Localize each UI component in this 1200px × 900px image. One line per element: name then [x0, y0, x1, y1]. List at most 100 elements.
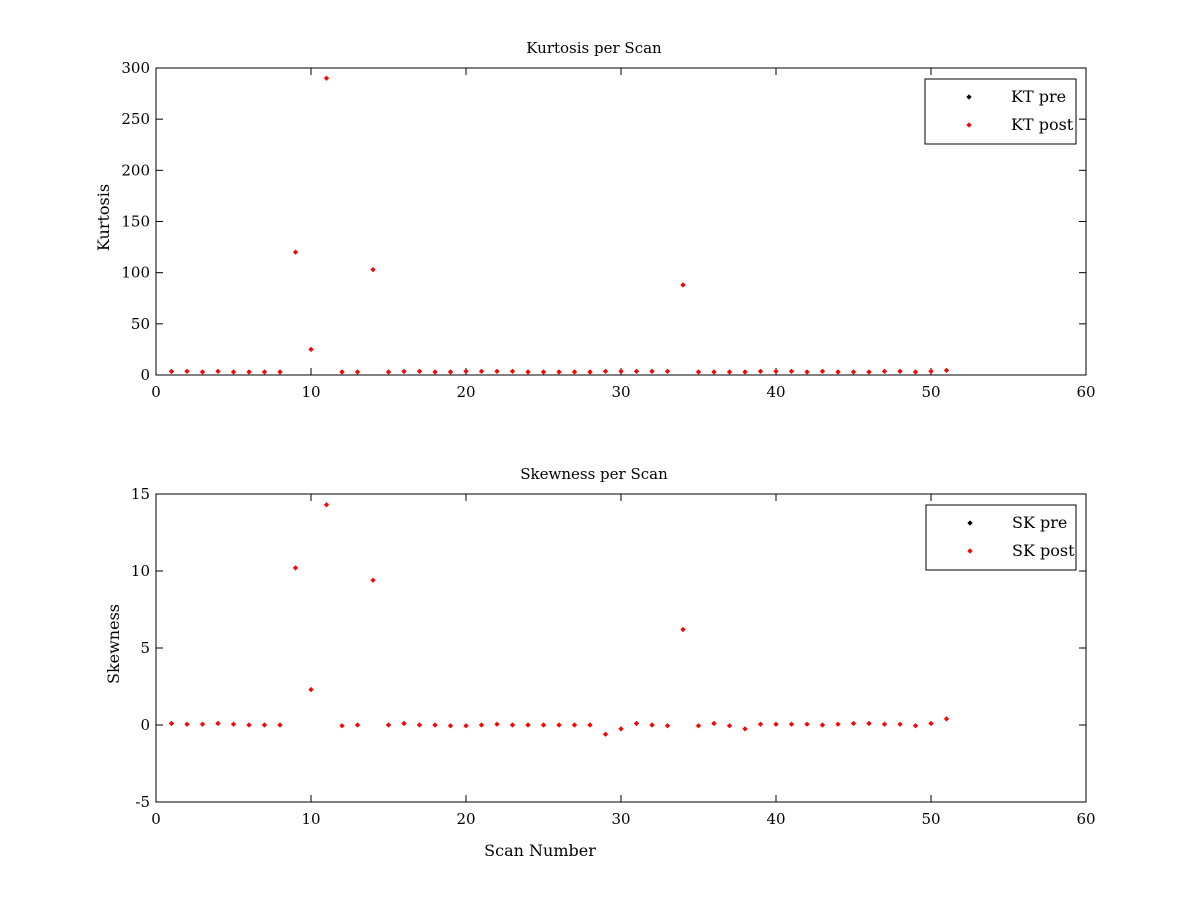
x-tick-label: 10: [301, 810, 320, 828]
data-point: [633, 368, 640, 375]
x-axis-label: Scan Number: [484, 841, 596, 860]
data-point: [835, 369, 841, 375]
data-point: [742, 369, 748, 375]
x-tick-label: 60: [1076, 810, 1095, 828]
data-point: [401, 720, 407, 727]
data-point: [385, 369, 392, 375]
data-point: [261, 722, 268, 728]
data-point: [540, 722, 547, 728]
data-point: [773, 721, 779, 727]
data-point: [292, 565, 299, 571]
legend-box: [924, 78, 1077, 145]
y-tick-label: 250: [121, 110, 150, 128]
data-point: [354, 722, 361, 728]
x-tick-label: 0: [151, 383, 161, 401]
data-point: [246, 722, 252, 728]
data-point: [168, 720, 175, 727]
y-tick-label: -5: [135, 793, 150, 811]
data-point: [680, 282, 686, 288]
data-point: [649, 722, 655, 728]
x-tick-label: 40: [766, 810, 785, 828]
data-point: [881, 368, 888, 375]
data-point: [866, 369, 872, 375]
y-tick-label: 10: [131, 562, 150, 580]
y-tick-label: 50: [131, 315, 150, 333]
legend-marker: [967, 548, 973, 554]
data-point: [370, 577, 376, 583]
data-point: [525, 369, 531, 375]
data-point: [416, 368, 423, 375]
legend-marker: [966, 94, 972, 100]
y-tick-label: 15: [131, 485, 150, 503]
data-point: [711, 720, 717, 727]
data-point: [819, 722, 826, 728]
data-point: [788, 368, 795, 375]
x-tick-label: 0: [151, 810, 161, 828]
data-point: [649, 368, 655, 375]
data-point: [633, 720, 640, 727]
data-point: [835, 721, 841, 727]
x-tick-label: 30: [611, 810, 630, 828]
y-tick-label: 0: [140, 716, 150, 734]
data-point: [695, 369, 702, 375]
data-point: [804, 721, 810, 727]
data-point: [463, 723, 469, 729]
data-point: [897, 721, 903, 727]
data-point: [819, 368, 826, 375]
data-point: [866, 720, 872, 727]
data-point: [556, 722, 562, 728]
y-axis-label: Skewness: [104, 604, 123, 684]
data-point: [742, 726, 748, 732]
data-point: [571, 369, 578, 375]
data-point: [928, 720, 934, 727]
chart-title: Skewness per Scan: [520, 465, 668, 483]
data-point: [618, 726, 624, 732]
data-point: [463, 368, 469, 375]
x-tick-label: 60: [1076, 383, 1095, 401]
data-point: [230, 721, 237, 727]
x-tick-label: 10: [301, 383, 320, 401]
data-point: [401, 368, 407, 375]
data-point: [246, 369, 252, 375]
data-point: [680, 626, 686, 633]
y-tick-label: 200: [121, 161, 150, 179]
data-point: [509, 722, 516, 728]
y-tick-label: 0: [140, 366, 150, 384]
x-tick-label: 50: [921, 810, 940, 828]
data-point: [943, 367, 950, 374]
data-point: [494, 721, 500, 727]
data-point: [323, 75, 330, 81]
data-point: [726, 723, 733, 729]
data-point: [850, 369, 857, 375]
y-tick-label: 150: [121, 213, 150, 231]
legend-entry-label: KT post: [1011, 115, 1074, 134]
data-point: [850, 720, 857, 727]
data-point: [339, 369, 345, 375]
legend-box: [925, 504, 1077, 571]
data-point: [711, 369, 717, 375]
data-point: [354, 369, 361, 375]
data-point: [804, 369, 810, 375]
data-point: [494, 368, 500, 375]
data-point: [664, 723, 671, 729]
x-tick-label: 40: [766, 383, 785, 401]
data-point: [370, 266, 376, 273]
legend-marker: [966, 122, 972, 128]
data-point: [928, 368, 934, 375]
data-point: [385, 722, 392, 728]
data-point: [199, 369, 206, 375]
data-point: [525, 722, 531, 728]
data-point: [261, 369, 268, 375]
data-point: [184, 368, 190, 375]
data-point: [602, 368, 609, 375]
data-point: [912, 723, 919, 729]
data-point: [943, 716, 950, 722]
y-tick-label: 300: [121, 59, 150, 77]
y-tick-label: 5: [140, 639, 150, 657]
legend-entry-label: SK pre: [1012, 513, 1067, 532]
data-point: [184, 721, 190, 727]
data-point: [416, 722, 423, 728]
data-point: [773, 368, 779, 375]
